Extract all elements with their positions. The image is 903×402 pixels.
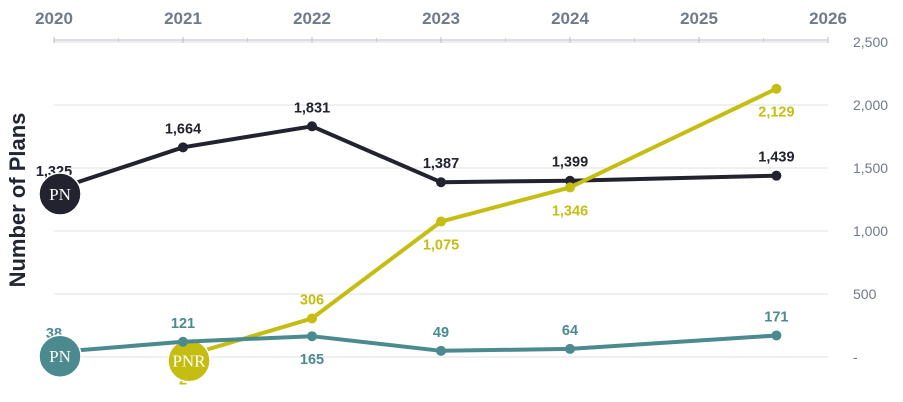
series-0-label-4: 1,399 xyxy=(552,155,588,171)
x-tick-label-2022: 2022 xyxy=(293,9,331,28)
y-tick-label-3: 1,500 xyxy=(853,160,888,176)
gridlines xyxy=(54,41,828,358)
series-2-label-4: 64 xyxy=(562,323,578,339)
series-1-line xyxy=(181,86,779,359)
y-tick-label-1: 500 xyxy=(853,286,877,302)
series-1-label-2: 1,075 xyxy=(423,238,459,254)
series-0-badge-label: PN xyxy=(49,185,71,204)
x-tick-label-2021: 2021 xyxy=(164,9,202,28)
y-axis-label: Number of Plans xyxy=(5,113,30,288)
series-1-badge-label: PNR xyxy=(172,352,206,371)
series-1-point-2 xyxy=(436,216,446,227)
series-2-label-3: 49 xyxy=(433,325,449,341)
series-1-point-4 xyxy=(771,83,782,94)
series-1-point-3 xyxy=(565,182,575,193)
series-0-point-2 xyxy=(307,121,317,132)
series-0-label-5: 1,439 xyxy=(758,150,794,166)
y-axis: - 500 1,000 1,500 2,000 2,500 xyxy=(853,34,888,365)
series-1-label-4: 2,129 xyxy=(758,105,794,121)
series-1-point-1 xyxy=(307,313,317,324)
series-2-point-5 xyxy=(771,330,782,341)
x-tick-label-2026: 2026 xyxy=(809,9,847,28)
series-0-badge-icon xyxy=(38,172,82,216)
x-tick-label-2020: 2020 xyxy=(35,9,73,28)
y-tick-label-2: 1,000 xyxy=(853,223,888,239)
y-tick-label-0: - xyxy=(853,349,858,365)
series-2-label-2: 165 xyxy=(300,352,324,368)
series-2-point-3 xyxy=(436,345,446,356)
x-tick-label-2024: 2024 xyxy=(551,9,589,28)
x-axis: 2020 2021 2022 2023 2024 2025 2026 xyxy=(35,9,847,43)
series-2-point-1 xyxy=(178,336,188,347)
series-group: 1,3251,6641,8311,3871,3991,439PN23061,07… xyxy=(36,83,795,389)
series-2-point-4 xyxy=(565,343,575,354)
series-2-badge-icon xyxy=(38,334,82,378)
y-tick-label-4: 2,000 xyxy=(853,97,888,113)
series-0-point-1 xyxy=(178,142,188,153)
series-0-label-2: 1,831 xyxy=(294,100,330,116)
series-1-label-3: 1,346 xyxy=(552,203,588,219)
series-0-label-3: 1,387 xyxy=(423,156,459,172)
series-1-label-1: 306 xyxy=(300,292,324,308)
series-2-label-1: 121 xyxy=(171,316,195,332)
series-0-line xyxy=(52,124,779,192)
series-0-point-3 xyxy=(436,177,446,188)
series-2-line xyxy=(52,333,779,355)
x-tick-label-2023: 2023 xyxy=(422,9,460,28)
series-0-point-5 xyxy=(771,170,782,181)
y-tick-label-5: 2,500 xyxy=(853,34,888,50)
x-tick-label-2025: 2025 xyxy=(680,9,718,28)
series-2-point-2 xyxy=(307,331,317,342)
series-2-label-5: 171 xyxy=(764,309,788,325)
series-2-badge-label: PN xyxy=(49,347,71,366)
series-0-label-1: 1,664 xyxy=(165,121,201,137)
